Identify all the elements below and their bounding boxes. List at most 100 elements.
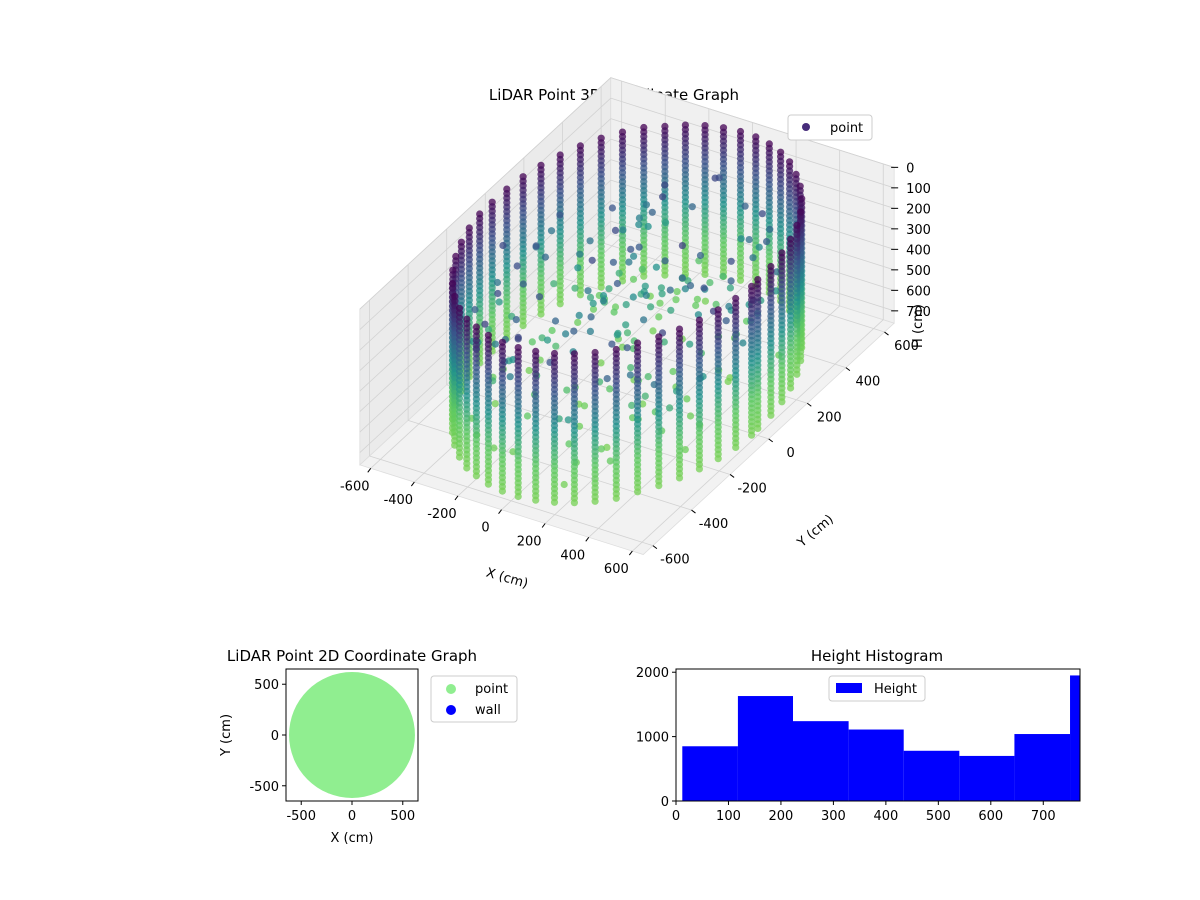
axis-3d-xtick-label: 200 bbox=[517, 535, 542, 550]
point-3d bbox=[580, 402, 589, 410]
point-3d bbox=[722, 317, 730, 325]
point-3d bbox=[666, 286, 674, 294]
point-3d bbox=[576, 250, 584, 258]
point-3d bbox=[673, 288, 681, 296]
point-3d bbox=[661, 257, 669, 265]
axis-3d-ytick bbox=[806, 402, 812, 407]
point-3d bbox=[560, 480, 568, 489]
point-3d bbox=[603, 375, 611, 383]
axis-3d-xtick bbox=[454, 495, 459, 501]
point-3d bbox=[519, 322, 527, 330]
axis-3d-xtick-label: -600 bbox=[340, 479, 370, 494]
axis-3d-xtick bbox=[498, 509, 502, 515]
point-3d bbox=[656, 299, 664, 307]
point-3d bbox=[627, 245, 635, 253]
histogram-bar-2 bbox=[793, 721, 849, 801]
point-3d bbox=[754, 424, 762, 432]
point-3d bbox=[525, 366, 533, 375]
axis-3d-xtick-label: 600 bbox=[604, 562, 629, 577]
axis-3d-xtick-label: -200 bbox=[427, 507, 457, 522]
axis-3d-ztick-label: 300 bbox=[906, 223, 931, 238]
point-3d bbox=[683, 395, 691, 403]
point-3d bbox=[591, 497, 599, 505]
point-3d bbox=[575, 422, 584, 430]
histogram-bar-3 bbox=[848, 729, 904, 801]
axis-3d-ytick-label: 200 bbox=[817, 410, 842, 425]
point-3d bbox=[642, 291, 650, 299]
point-3d bbox=[661, 271, 669, 279]
histogram-xtick-label: 0 bbox=[672, 809, 680, 824]
point-3d bbox=[597, 359, 605, 367]
point-3d bbox=[661, 181, 669, 189]
chart-3d-points bbox=[448, 121, 806, 507]
grid-y-floor bbox=[600, 241, 885, 333]
point-3d bbox=[629, 293, 637, 301]
histogram-bar-6 bbox=[1014, 734, 1071, 801]
axis-3d-ytick-label: 0 bbox=[787, 446, 795, 461]
axis-3d-ztick-label: 200 bbox=[906, 202, 931, 217]
point-3d bbox=[672, 296, 680, 304]
point-3d bbox=[662, 219, 670, 227]
chart-2d-plot bbox=[289, 672, 415, 798]
grid-z-left bbox=[359, 179, 612, 412]
point-3d bbox=[623, 329, 632, 337]
point-3d bbox=[655, 482, 663, 490]
point-3d bbox=[763, 238, 771, 246]
point-3d bbox=[556, 300, 564, 308]
point-3d bbox=[701, 297, 710, 305]
point-3d bbox=[532, 242, 540, 250]
chart-2d-ylabel: Y (cm) bbox=[219, 714, 234, 757]
point-3d bbox=[678, 242, 687, 250]
grid-z-left bbox=[359, 138, 612, 371]
axis-3d-ytick-label: 600 bbox=[894, 339, 919, 354]
point-3d bbox=[732, 443, 740, 451]
point-3d bbox=[725, 302, 733, 310]
histogram-xtick-label: 700 bbox=[1031, 809, 1056, 824]
grid-z-back bbox=[610, 77, 895, 168]
point-3d bbox=[706, 279, 714, 287]
point-3d bbox=[712, 300, 720, 308]
point-3d bbox=[606, 457, 614, 465]
point-3d bbox=[622, 301, 630, 309]
point-3d bbox=[570, 499, 579, 507]
axis-3d-ytick bbox=[845, 367, 851, 372]
point-3d bbox=[686, 282, 695, 290]
point-3d bbox=[623, 344, 631, 352]
chart-2d-xlabel: X (cm) bbox=[331, 831, 374, 846]
chart-2d-title: LiDAR Point 2D Coordinate Graph bbox=[227, 647, 477, 665]
point-3d bbox=[472, 472, 480, 480]
point-3d bbox=[528, 338, 536, 346]
point-3d bbox=[494, 289, 502, 298]
point-3d bbox=[586, 237, 594, 245]
point-3d bbox=[535, 293, 544, 301]
axis-3d-xtick bbox=[367, 467, 372, 473]
point-3d bbox=[611, 226, 620, 234]
point-3d bbox=[686, 412, 695, 420]
point-3d bbox=[463, 464, 471, 472]
point-3d bbox=[523, 412, 532, 420]
axis-3d-ztick-label: 0 bbox=[906, 161, 914, 176]
axis-3d-ytick-label: 400 bbox=[855, 375, 880, 390]
grid-z-back bbox=[610, 220, 895, 312]
point-3d bbox=[630, 252, 638, 260]
point-3d bbox=[493, 278, 502, 287]
point-3d bbox=[737, 235, 745, 243]
grid-z-left bbox=[359, 200, 612, 433]
point-3d bbox=[657, 284, 666, 292]
point-3d bbox=[532, 496, 540, 504]
point-3d bbox=[513, 262, 521, 270]
point-3d bbox=[758, 210, 766, 218]
histogram-xtick-label: 300 bbox=[821, 809, 846, 824]
scatter-2d-point-cloud bbox=[289, 672, 415, 798]
axis-3d-ytick-label: -600 bbox=[660, 553, 690, 568]
point-3d bbox=[727, 277, 735, 285]
point-3d bbox=[625, 258, 633, 266]
axis-3d-ztick-label: 100 bbox=[906, 182, 931, 197]
point-3d bbox=[606, 385, 614, 393]
point-3d bbox=[608, 340, 616, 348]
chart-3d-panes bbox=[359, 76, 895, 556]
point-3d bbox=[627, 364, 635, 372]
point-3d bbox=[644, 222, 652, 231]
point-3d bbox=[641, 392, 649, 400]
